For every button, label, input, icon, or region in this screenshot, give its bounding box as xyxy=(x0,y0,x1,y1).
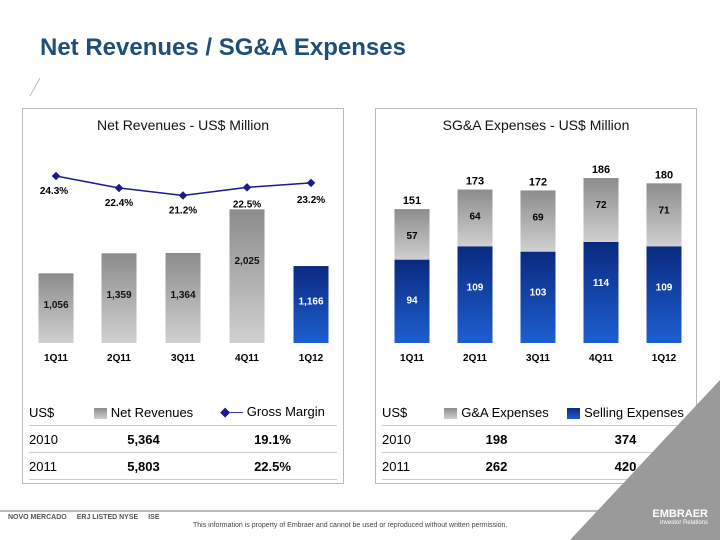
selling-label: 109 xyxy=(656,282,673,293)
table-header: US$ Net Revenues ◆— Gross Margin xyxy=(29,399,337,426)
ga-bar-1Q12 xyxy=(646,183,682,247)
ga-label: 72 xyxy=(595,200,607,211)
ga-label: 69 xyxy=(532,212,544,223)
bar-label: 2,025 xyxy=(234,256,259,267)
chart-title: Net Revenues - US$ Million xyxy=(97,117,269,133)
ga-label: 64 xyxy=(469,212,481,223)
x-tick-label: 1Q12 xyxy=(299,353,324,364)
x-tick-label: 4Q11 xyxy=(235,353,259,364)
ga-bar-2Q11 xyxy=(457,189,493,247)
x-tick-label: 1Q11 xyxy=(44,353,68,364)
selling-bar-1Q11 xyxy=(394,259,430,343)
ga-label: 71 xyxy=(658,205,670,216)
listing-logos: NOVO MERCADO ERJ LISTED NYSE ISE xyxy=(8,514,160,521)
embraer-logo: EMBRAER Investor Relations xyxy=(652,508,708,526)
col-currency: US$ xyxy=(29,404,55,420)
bar-label: 1,364 xyxy=(170,290,195,301)
selling-bar-4Q11 xyxy=(583,241,619,343)
total-label: 180 xyxy=(655,169,673,181)
gross-margin-point xyxy=(178,191,188,200)
selling-label: 114 xyxy=(593,278,610,289)
total-label: 186 xyxy=(592,164,610,176)
total-label: 151 xyxy=(403,195,421,207)
net-revenues-table: US$ Net Revenues ◆— Gross Margin 2010 5,3… xyxy=(29,399,337,480)
bar-3Q11 xyxy=(165,252,201,343)
footer-corner xyxy=(570,380,720,540)
bar-label: 1,359 xyxy=(106,290,131,301)
total-label: 173 xyxy=(466,176,484,188)
chart-title: SG&A Expenses - US$ Million xyxy=(442,117,630,133)
bar-4Q11 xyxy=(229,209,265,343)
page-title: Net Revenues / SG&A Expenses xyxy=(40,34,406,61)
selling-label: 109 xyxy=(467,282,484,293)
gross-margin-label: 22.5% xyxy=(233,199,261,210)
legend-gross-margin: ◆— Gross Margin xyxy=(220,404,325,419)
selling-bar-1Q12 xyxy=(646,246,682,343)
gross-margin-label: 22.4% xyxy=(105,198,133,209)
gross-margin-label: 23.2% xyxy=(297,195,325,206)
gross-margin-point xyxy=(306,178,316,188)
x-tick-label: 3Q11 xyxy=(526,353,550,364)
footer-divider xyxy=(0,510,720,512)
x-tick-label: 1Q11 xyxy=(400,353,424,364)
x-tick-label: 4Q11 xyxy=(589,353,613,364)
legend-net-revenues: Net Revenues xyxy=(79,405,208,420)
selling-label: 94 xyxy=(406,296,418,307)
gross-margin-point xyxy=(51,171,61,181)
selling-bar-3Q11 xyxy=(520,251,556,343)
footer-note: This information is property of Embraer … xyxy=(193,522,508,529)
gross-margin-point xyxy=(242,183,252,192)
bar-label: 1,166 xyxy=(298,297,323,308)
title-divider xyxy=(29,77,41,97)
gross-margin-label: 21.2% xyxy=(169,206,197,217)
x-tick-label: 1Q12 xyxy=(652,353,677,364)
selling-label: 103 xyxy=(530,288,547,299)
bar-1Q12 xyxy=(293,266,329,343)
bar-1Q11 xyxy=(38,273,74,343)
ga-bar-1Q11 xyxy=(394,209,430,260)
net-revenues-panel: Net Revenues - US$ Million 1,056 1Q11 1,35… xyxy=(22,108,344,484)
col-currency: US$ xyxy=(382,404,408,420)
net-revenues-chart: 1,056 1Q11 1,359 2Q11 1,364 3Q11 2,025 4Q11 1,16… xyxy=(38,171,329,364)
x-tick-label: 3Q11 xyxy=(171,353,195,364)
table-row: 2010 5,364 19.1% xyxy=(29,426,337,453)
gross-margin-point xyxy=(114,183,124,193)
legend-ga: G&A Expenses xyxy=(432,405,561,420)
bar-label: 1,056 xyxy=(43,300,68,311)
total-label: 172 xyxy=(529,176,547,188)
x-tick-label: 2Q11 xyxy=(463,353,487,364)
x-tick-label: 2Q11 xyxy=(107,353,131,364)
gross-margin-label: 24.3% xyxy=(40,186,68,197)
ga-label: 57 xyxy=(406,231,418,242)
ga-bar-3Q11 xyxy=(520,190,556,252)
sga-chart: 94 57 151 1Q11 109 64 173 2Q11 103 69 172 3Q11 114 72… xyxy=(394,164,682,364)
selling-bar-2Q11 xyxy=(457,246,493,343)
table-row: 2011 5,803 22.5% xyxy=(29,453,337,480)
bar-2Q11 xyxy=(101,253,137,343)
ga-bar-4Q11 xyxy=(583,178,619,242)
